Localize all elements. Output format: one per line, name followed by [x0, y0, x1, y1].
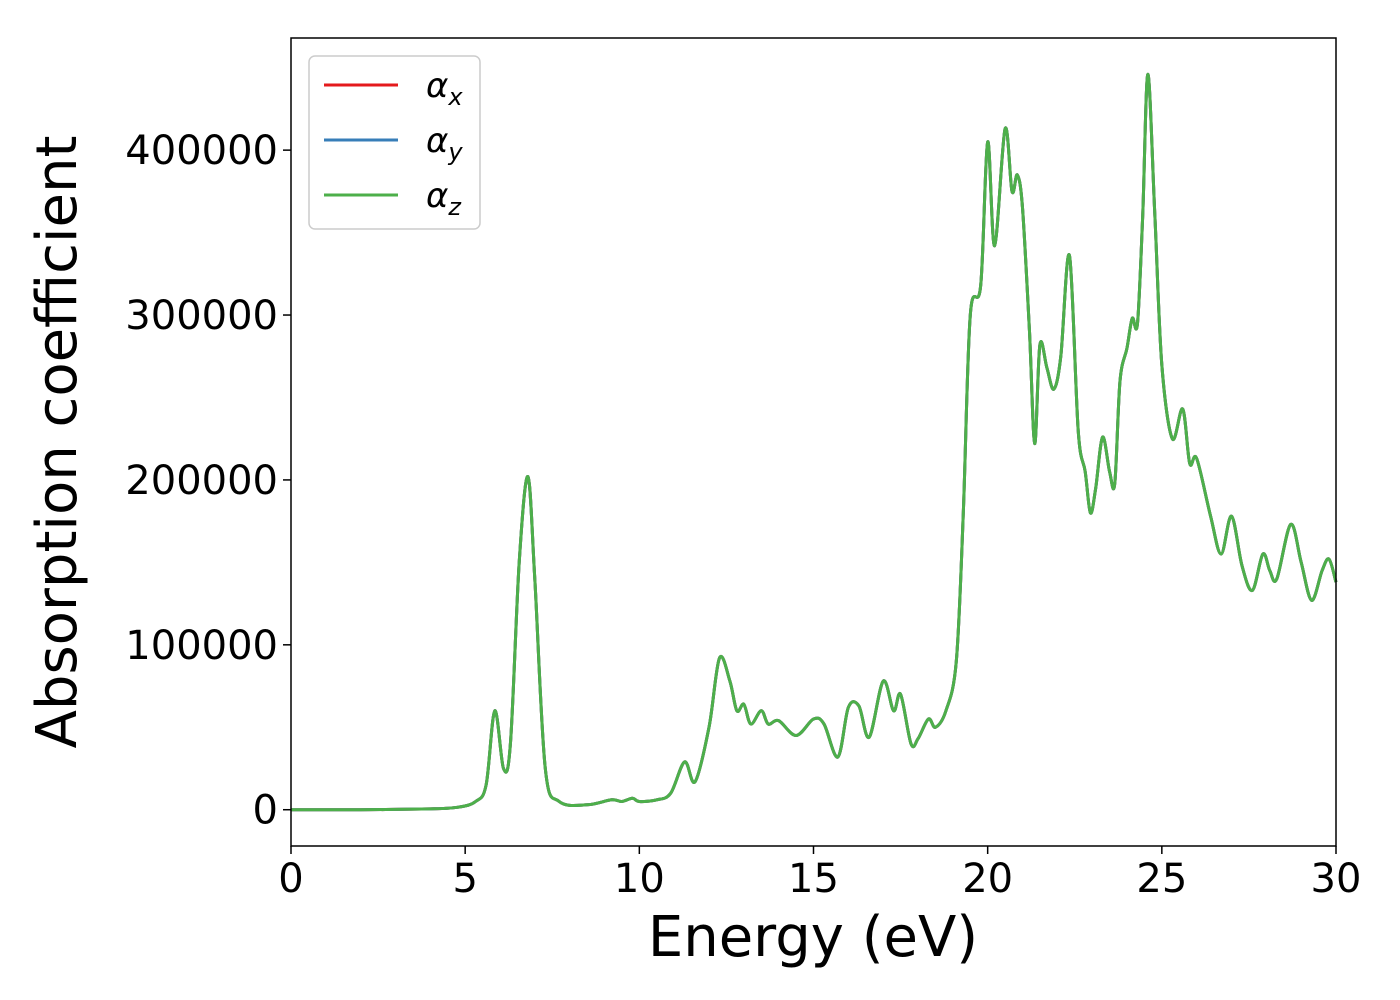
y-axis-ticks: 0 100000 200000 300000 400000	[125, 128, 291, 834]
legend-label-alpha-x: αx	[426, 66, 463, 111]
x-tick-label: 5	[452, 856, 477, 902]
x-tick-label: 0	[278, 856, 303, 902]
legend-box	[308, 55, 481, 230]
x-tick-label: 30	[1311, 856, 1362, 902]
series-lines	[290, 72, 1338, 812]
y-tick-label: 0	[253, 788, 278, 834]
y-tick-label: 300000	[125, 293, 278, 339]
x-tick-label: 25	[1136, 856, 1187, 902]
y-tick-label: 200000	[125, 458, 278, 504]
y-axis-title: Absorption coefficient	[25, 136, 90, 749]
y-tick-label: 100000	[125, 623, 278, 669]
x-tick-label: 20	[962, 856, 1013, 902]
x-tick-label: 15	[788, 856, 839, 902]
x-axis-title: Energy (eV)	[648, 905, 978, 970]
legend-label-alpha-y: αy	[426, 121, 463, 166]
y-tick-label: 400000	[125, 128, 278, 174]
x-tick-label: 10	[614, 856, 665, 902]
x-axis-ticks: 0 5 10 15 20 25 30	[278, 846, 1361, 902]
series-line-alpha-z	[290, 72, 1338, 812]
